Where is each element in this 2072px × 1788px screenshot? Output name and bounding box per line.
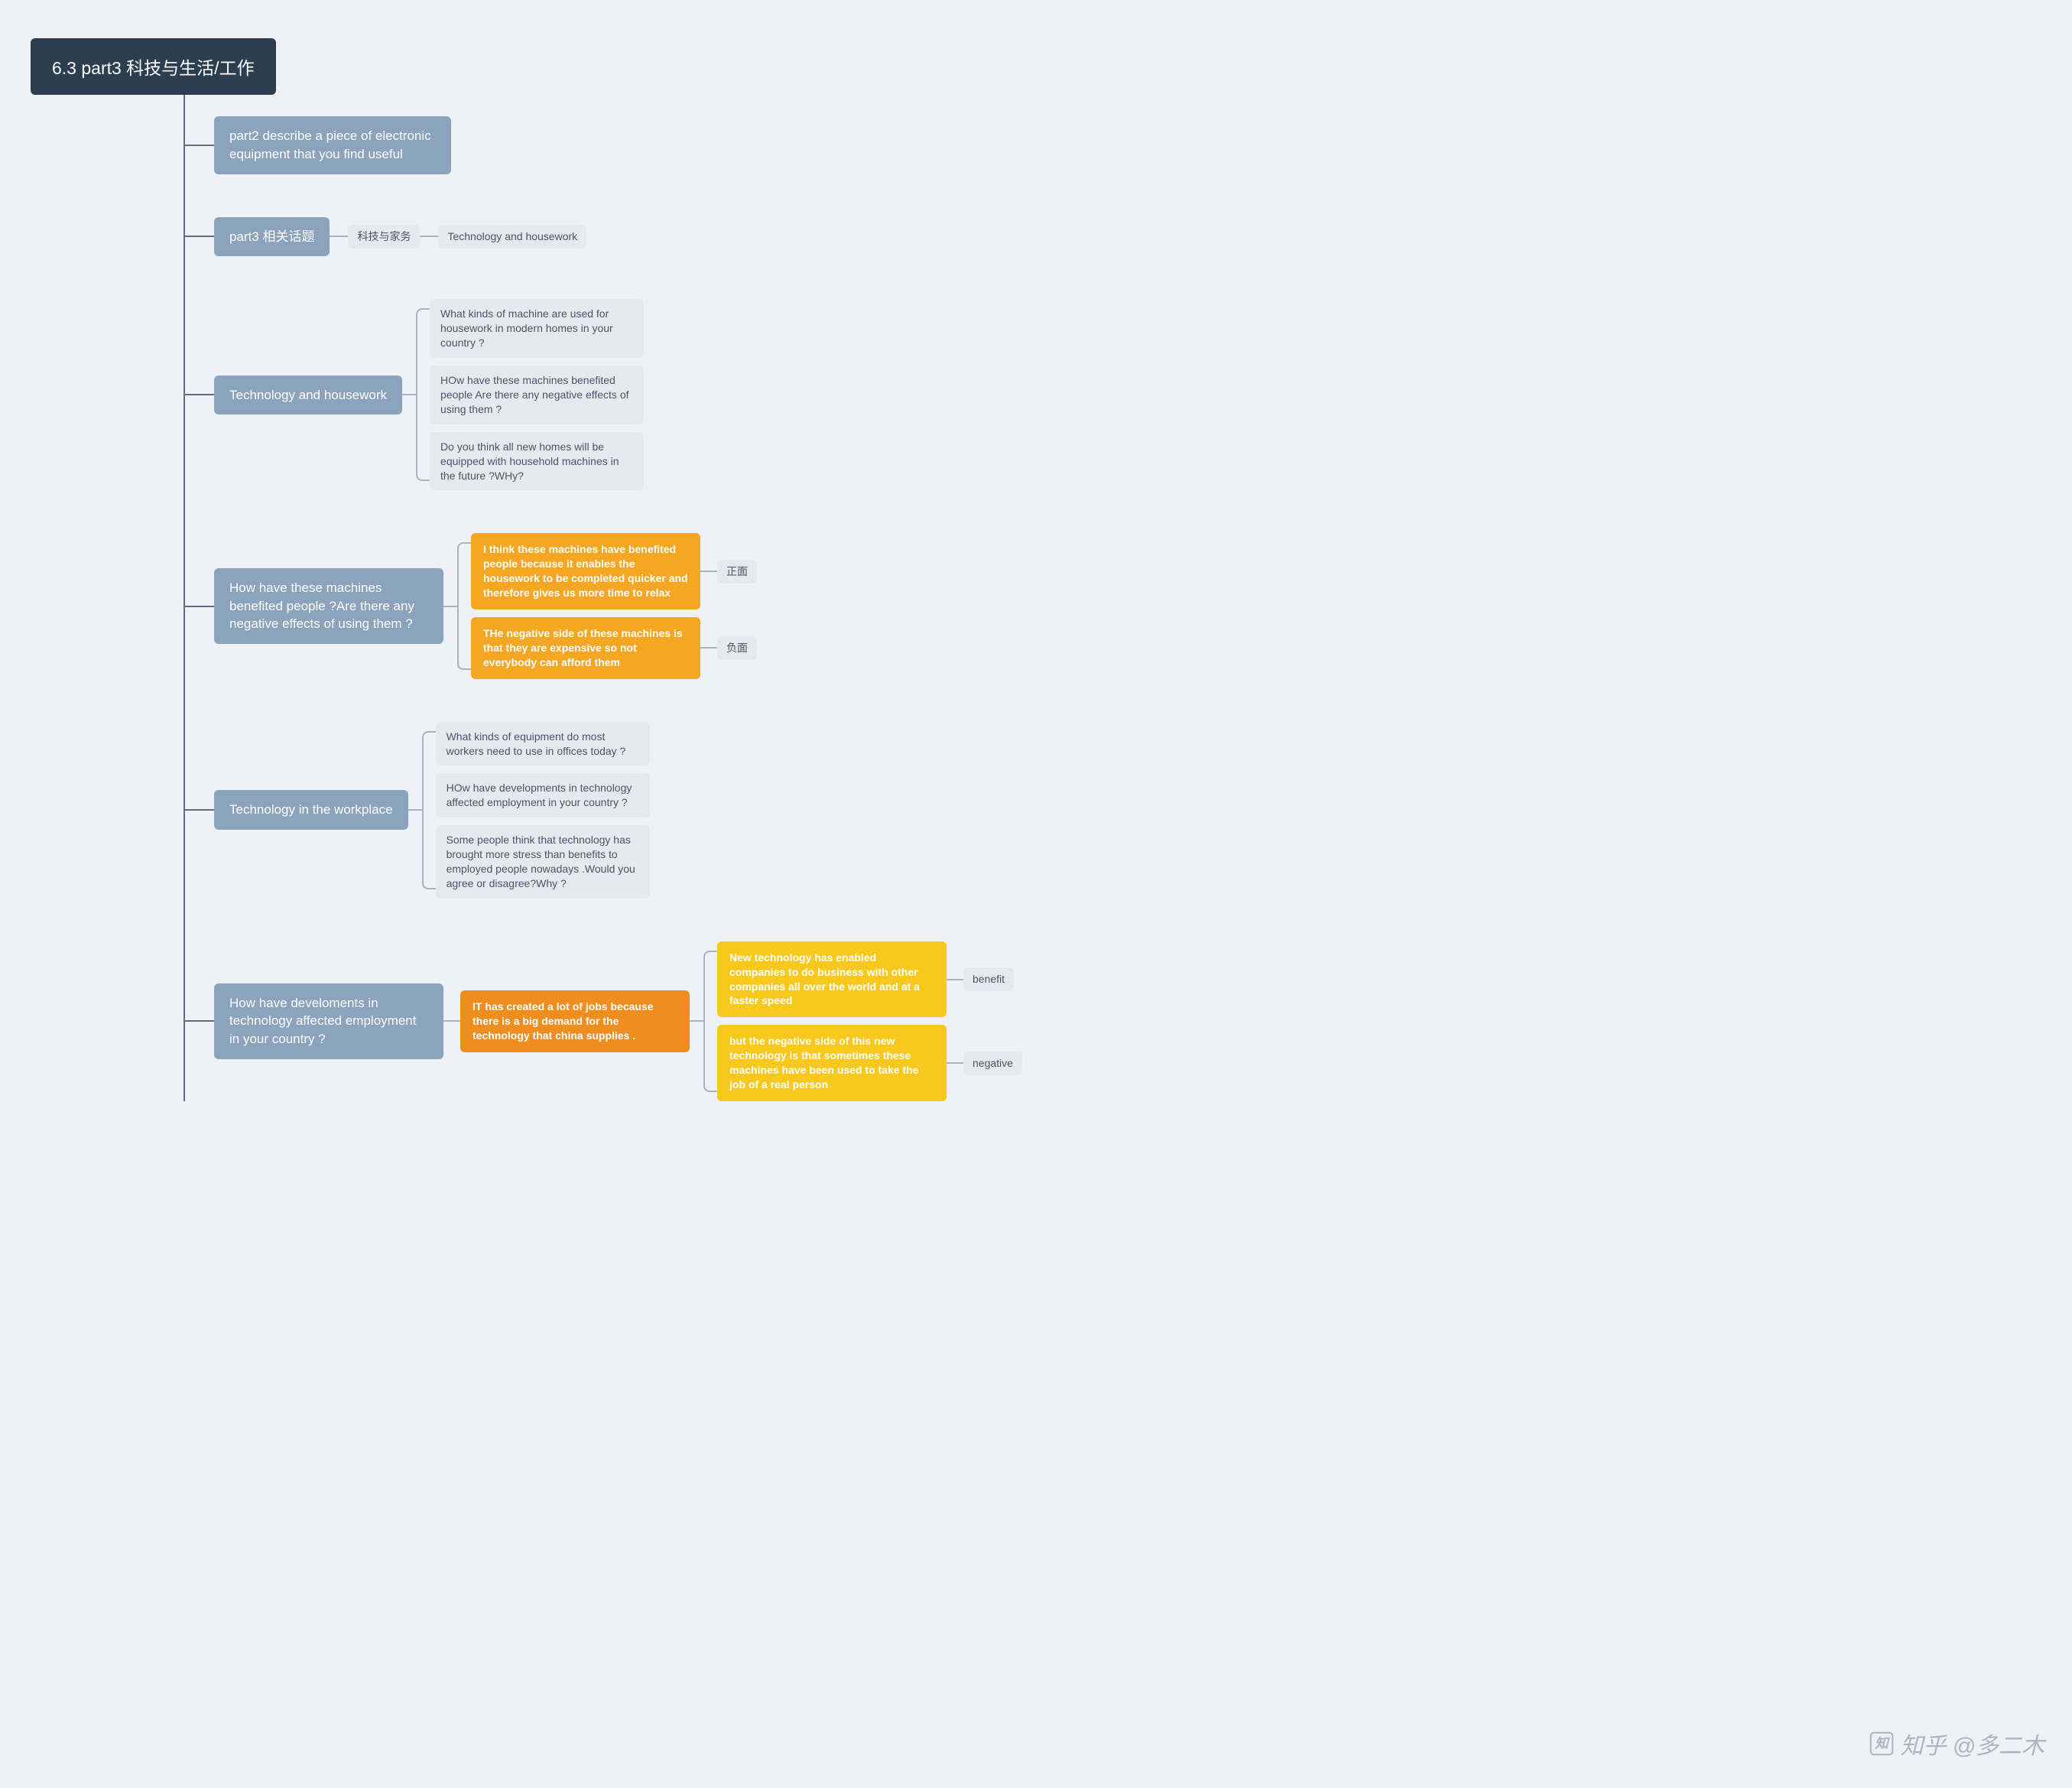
connector bbox=[947, 1062, 963, 1064]
branch-b4: How have these machines benefited people… bbox=[185, 512, 2041, 700]
tag-node: 负面 bbox=[717, 636, 757, 660]
connector bbox=[402, 394, 416, 395]
zhihu-icon: 知 bbox=[1869, 1731, 1895, 1757]
tag-node: negative bbox=[963, 1052, 1022, 1075]
connector bbox=[185, 236, 214, 237]
connector bbox=[700, 571, 717, 572]
svg-text:知: 知 bbox=[1874, 1735, 1890, 1751]
connector bbox=[185, 394, 214, 395]
branch-b1: part2 describe a piece of electronic equ… bbox=[185, 95, 2041, 196]
connector bbox=[185, 809, 214, 811]
leaf-node: Some people think that technology has br… bbox=[436, 825, 650, 899]
leaf-node: What kinds of equipment do most workers … bbox=[436, 722, 650, 766]
connector bbox=[947, 979, 963, 980]
level1-node: Technology in the workplace bbox=[214, 790, 408, 830]
highlight-node: IT has created a lot of jobs because the… bbox=[460, 990, 690, 1052]
bracket-connector bbox=[416, 299, 430, 490]
branch-b6: How have develoments in technology affec… bbox=[185, 920, 2041, 1101]
tag-node: benefit bbox=[963, 967, 1014, 991]
connector bbox=[330, 236, 348, 237]
highlight-node: I think these machines have benefited pe… bbox=[471, 533, 700, 610]
connector bbox=[185, 145, 214, 146]
level1-node: part3 相关话题 bbox=[214, 217, 330, 257]
leaf-node: HOw have these machines benefited people… bbox=[430, 366, 644, 424]
level1-node: How have these machines benefited people… bbox=[214, 568, 443, 644]
root-node: 6.3 part3 科技与生活/工作 bbox=[31, 38, 276, 95]
leaf-node: What kinds of machine are used for house… bbox=[430, 299, 644, 358]
watermark-handle: @多二木 bbox=[1953, 1727, 2044, 1760]
tag-node: 正面 bbox=[717, 560, 757, 584]
watermark: 知 知乎 @多二木 bbox=[1869, 1727, 2044, 1760]
leaf-node: HOw have developments in technology affe… bbox=[436, 773, 650, 818]
watermark-brand: 知乎 bbox=[1901, 1727, 1947, 1760]
leaf-node: Do you think all new homes will be equip… bbox=[430, 432, 644, 491]
connector bbox=[690, 1020, 703, 1022]
level1-node: Technology and housework bbox=[214, 375, 402, 415]
branch-b3: Technology and housework What kinds of m… bbox=[185, 278, 2041, 512]
highlight-node: New technology has enabled companies to … bbox=[717, 941, 947, 1018]
leaf-node: Technology and housework bbox=[438, 225, 586, 249]
level1-node: part2 describe a piece of electronic equ… bbox=[214, 116, 451, 174]
connector bbox=[185, 606, 214, 607]
branch-b2: part3 相关话题 科技与家务 Technology and housewor… bbox=[185, 196, 2041, 278]
highlight-node: THe negative side of these machines is t… bbox=[471, 617, 700, 679]
level1-node: How have develoments in technology affec… bbox=[214, 983, 443, 1059]
bracket-connector bbox=[703, 941, 717, 1101]
bracket-connector bbox=[457, 533, 471, 678]
bracket-connector bbox=[422, 722, 436, 899]
connector bbox=[420, 236, 438, 237]
connector bbox=[443, 1020, 460, 1022]
connector bbox=[185, 1020, 214, 1022]
connector bbox=[700, 647, 717, 649]
branch-b5: Technology in the workplace What kinds o… bbox=[185, 701, 2041, 920]
highlight-node: but the negative side of this new techno… bbox=[717, 1025, 947, 1101]
mindmap-trunk: part2 describe a piece of electronic equ… bbox=[183, 95, 2041, 1101]
leaf-node: 科技与家务 bbox=[348, 225, 420, 249]
connector bbox=[443, 606, 457, 607]
connector bbox=[408, 809, 422, 811]
